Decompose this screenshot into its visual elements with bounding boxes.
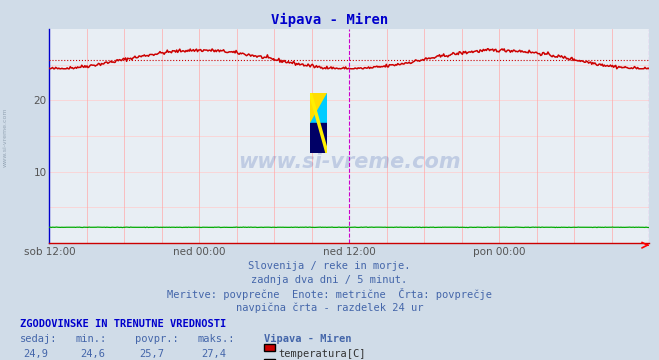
Text: temperatura[C]: temperatura[C] bbox=[278, 349, 366, 359]
Text: 24,6: 24,6 bbox=[80, 349, 105, 359]
Text: www.si-vreme.com: www.si-vreme.com bbox=[238, 152, 461, 172]
Text: povpr.:: povpr.: bbox=[135, 334, 179, 344]
Text: navpična črta - razdelek 24 ur: navpična črta - razdelek 24 ur bbox=[236, 302, 423, 312]
Text: Vipava - Miren: Vipava - Miren bbox=[271, 13, 388, 27]
Text: Meritve: povprečne  Enote: metrične  Črta: povprečje: Meritve: povprečne Enote: metrične Črta:… bbox=[167, 288, 492, 300]
Text: zadnja dva dni / 5 minut.: zadnja dva dni / 5 minut. bbox=[251, 275, 408, 285]
Text: maks.:: maks.: bbox=[198, 334, 235, 344]
Text: Vipava - Miren: Vipava - Miren bbox=[264, 334, 351, 344]
Text: www.si-vreme.com: www.si-vreme.com bbox=[3, 107, 8, 167]
Text: 24,9: 24,9 bbox=[24, 349, 49, 359]
Text: Slovenija / reke in morje.: Slovenija / reke in morje. bbox=[248, 261, 411, 271]
Text: 25,7: 25,7 bbox=[139, 349, 164, 359]
Text: sedaj:: sedaj: bbox=[20, 334, 57, 344]
Text: 27,4: 27,4 bbox=[202, 349, 227, 359]
Text: min.:: min.: bbox=[76, 334, 107, 344]
Text: ZGODOVINSKE IN TRENUTNE VREDNOSTI: ZGODOVINSKE IN TRENUTNE VREDNOSTI bbox=[20, 319, 226, 329]
